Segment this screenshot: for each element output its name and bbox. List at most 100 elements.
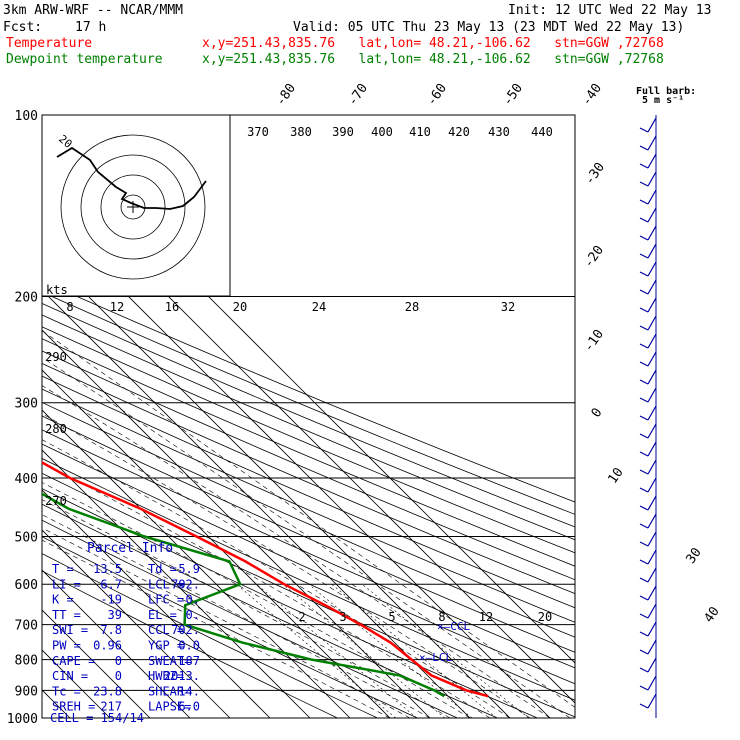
wind-barb [639,127,649,133]
wind-barb [639,379,649,385]
ccl-marker: ×–CCL [437,620,470,633]
parcel-info-cell: 0.0 [178,639,200,653]
isotherm-line [42,329,431,718]
wind-barb [647,387,657,403]
profiles: ×–CCL ×–LCL [42,461,489,698]
wind-barb [647,135,657,151]
wind-barb [647,225,657,241]
theta-label: 290 [45,350,67,364]
wind-barb [639,685,649,691]
wind-barb [639,271,649,277]
wind-barb [639,613,649,619]
wind-barb [647,333,657,349]
wind-barb [647,171,657,187]
parcel-info-cell: LAPSE= [148,700,191,714]
wind-barb [647,315,657,331]
pressure-tick-label: 700 [15,619,38,634]
isotherm-label: -30 [582,160,608,188]
wind-barb [639,469,649,475]
moist-adiabat [42,482,471,718]
parcel-info-cell: T = [52,562,74,576]
isotherm-label: 40 [701,604,722,625]
dry-adiabat [42,429,575,669]
wind-barb [647,369,657,385]
wind-barb [647,189,657,205]
wind-barb [639,289,649,295]
model-title: 3km ARW-WRF -- NCAR/MMM [3,3,183,18]
pressure-tick-label: 300 [15,397,38,412]
wind-barb [639,559,649,565]
init-time: Init: 12 UTC Wed 22 May 13 [508,3,712,18]
parcel-info-cell: YGP = [148,639,184,653]
hodograph-units-label: kts [46,283,68,297]
lcl-marker: ×–LCL [419,651,452,664]
wind-barb [647,585,657,601]
isotherm-line [42,369,391,718]
hodograph-axis-label: 20 [233,300,247,314]
parcel-info-cell: Td = [148,562,177,576]
parcel-info-cell: 0. [186,593,200,607]
dry-adiabat [42,362,575,595]
dry-adiabat [42,291,575,515]
wind-barb [647,207,657,223]
parcel-info-cell: CAPE = [52,654,95,668]
hodograph-axis-label: 8 [66,300,73,314]
hodograph-axis-label: 24 [312,300,326,314]
hodograph-axis-label: 28 [405,300,419,314]
mixing-ratio-label: 8 [438,610,445,624]
isotherm-line [42,569,191,718]
parcel-info-cell: 13.5 [93,562,122,576]
parcel-info-cell: CIN = [52,669,88,683]
pressure-tick-label: 500 [15,530,38,545]
parcel-info-cell: 5.9 [178,562,200,576]
parcel-info-cell: 6.7 [100,577,122,591]
wind-barb [639,145,649,151]
isotherm-line [42,529,231,718]
wind-barb [639,631,649,637]
parcel-info-cell: 702. [171,623,200,637]
parcel-info-cell: 23.8 [93,684,122,698]
wind-barb [639,199,649,205]
isotherm-label: 0 [589,405,606,420]
parcel-info-cell: SREH = [52,700,95,714]
parcel-info-cell: SWI = [52,623,88,637]
theta-label: 430 [488,125,510,139]
wind-barb [639,325,649,331]
mixing-ratio-line [331,583,497,718]
fcst-value: 17 h [75,20,106,35]
wind-barb [639,649,649,655]
temperature-line [42,461,489,698]
wind-barb [647,405,657,421]
parcel-info-cell: SWEAT= [148,654,191,668]
hodograph-ring [80,154,186,260]
isotherm-label: 30 [683,545,704,566]
theta-label: 270 [45,494,67,508]
dry-adiabat [42,401,575,638]
parcel-info-cell: LI = [52,577,81,591]
isotherm-line [42,449,311,718]
dry-adiabat [42,302,575,528]
dry-adiabat [42,326,575,554]
dewpoint-line [42,492,445,698]
valid-time: Valid: 05 UTC Thu 23 May 13 (23 MDT Wed … [293,20,684,35]
parcel-info-cell: 217 [100,700,122,714]
parcel-info-panel: Parcel Info T = 13.5 Td = 5.9 LI = 6.7 LCL =79… [50,541,200,725]
wind-barb [647,423,657,439]
dry-adiabat [42,488,538,718]
wind-barb [647,297,657,313]
wind-barb [647,549,657,565]
theta-label: 280 [45,422,67,436]
dry-adiabat [42,553,378,718]
parcel-info-cell: PW = [52,639,81,653]
wind-barb [647,459,657,475]
pressure-tick-label: 1000 [7,712,38,727]
parcel-info-cell: 187 [178,654,200,668]
parcel-info-cell: 14. [178,684,200,698]
wind-barb [639,163,649,169]
wind-barb [647,693,657,709]
parcel-info-cell: K = [52,593,74,607]
parcel-info-rows: T = 13.5 Td = 5.9 LI = 6.7 LCL =792. K = -19 LFC … [52,562,200,714]
hodograph-ring [120,194,146,220]
